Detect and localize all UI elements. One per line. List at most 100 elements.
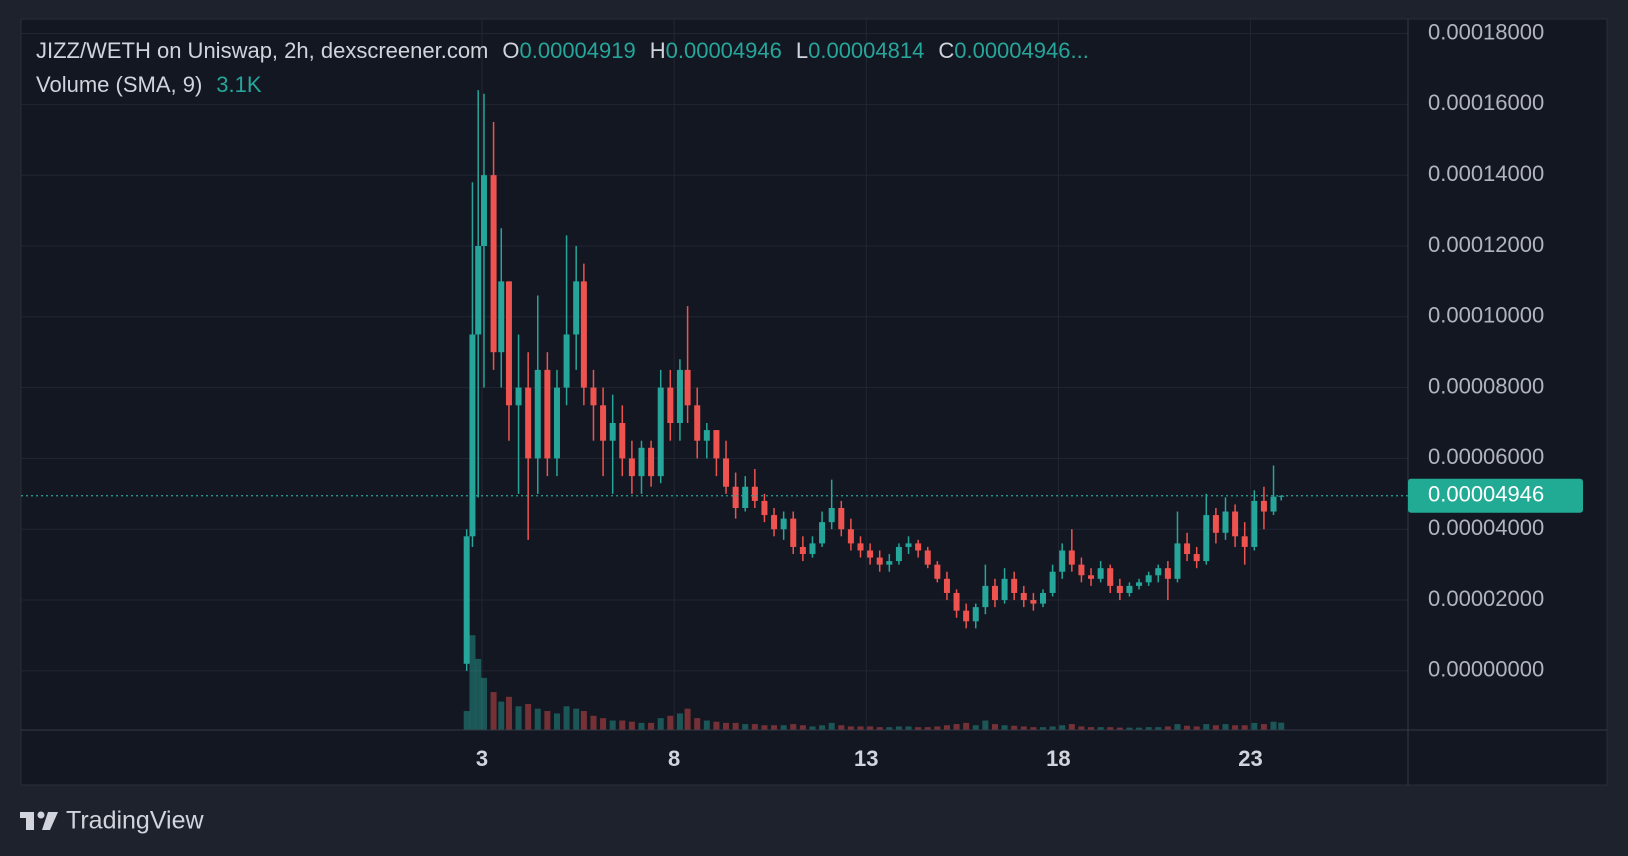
volume-bar [1193,726,1200,730]
volume-bar [1126,727,1133,730]
candle-body [771,515,778,530]
candle-body [953,592,960,611]
candle-body [553,387,560,459]
y-tick-label: 0.00008000 [1428,373,1544,398]
candle-body [1116,585,1123,593]
candle-body [515,387,522,406]
candle-body [1088,575,1095,579]
y-tick-label: 0.00000000 [1428,657,1544,682]
tradingview-logo: TradingView [20,807,205,835]
candle-body [1251,500,1258,547]
last-price-label: 0.00004946 [1428,482,1544,507]
y-tick-label: 0.00012000 [1428,232,1544,257]
ohlc-label: L [796,38,808,63]
volume-bar [1020,726,1027,730]
candle-body [809,543,816,555]
candle-body [676,369,683,424]
candle-body [1232,511,1239,537]
y-tick-label: 0.00006000 [1428,444,1544,469]
volume-bar [525,703,532,730]
candle-body [628,458,635,477]
x-tick-label: 13 [854,746,878,771]
ohlc-label: C [938,38,954,63]
candle-body [667,387,674,424]
candle-body [648,447,655,477]
volume-bar [600,718,607,730]
volume-bar [619,720,626,730]
volume-legend: Volume (SMA, 9) 3.1K [36,72,262,97]
candle-body [915,543,922,551]
volume-bar [857,726,864,730]
candle-body [1174,543,1181,579]
brand-name: TradingView [66,807,205,835]
logo-slash [42,812,58,830]
volume-bar [544,711,551,730]
candle-body [1164,568,1171,579]
volume-bar [934,726,941,730]
candle-body [1193,554,1200,562]
volume-bar [1136,727,1143,730]
candle-body [751,486,758,501]
candle-body [475,245,482,335]
last-price-badge [1408,478,1583,513]
candle-body [703,430,710,441]
candle-body [790,518,797,547]
volume-bar [1155,727,1162,730]
volume-bar [780,725,787,730]
volume-bar [480,677,487,730]
volume-bar [867,726,874,730]
candle-body [1068,550,1075,565]
volume-bar [847,726,854,730]
volume-bar [915,727,922,730]
candle-body [1270,496,1277,512]
volume-bar [703,720,710,730]
candles [463,90,1285,671]
candle-body [1059,550,1066,572]
volume-bar [1116,727,1123,730]
candle-body [838,507,845,530]
volume-legend-value: 3.1K [216,72,262,97]
volume-bar [1059,725,1066,730]
candle-body [1212,515,1219,533]
volume-bar [1164,726,1171,730]
volume-bar [886,727,893,730]
candle-body [828,507,835,523]
candle-body [732,486,739,508]
grid [21,19,1408,730]
volume-bar [1088,727,1095,730]
candle-body [638,447,645,477]
volume-bar [648,722,655,730]
volume-bars [463,635,1285,730]
volume-bar [1251,722,1258,730]
x-tick-label: 23 [1238,746,1262,771]
volume-bar [713,721,720,730]
y-tick-label: 0.00004000 [1428,515,1544,540]
candle-body [1155,568,1162,576]
volume-bar [1241,725,1248,730]
volume-bar [1278,722,1285,730]
candle-body [1097,568,1104,579]
volume-bar [732,722,739,730]
volume-bar [943,725,950,730]
candle-body [469,334,476,537]
logo-stem [26,812,34,830]
volume-bar [1184,725,1191,730]
candle-body [847,529,854,544]
volume-bar [463,711,470,730]
volume-bar [638,722,645,730]
volume-bar [828,722,835,730]
ohlc-label: H [650,38,666,63]
candle-body [742,486,749,508]
volume-bar [799,725,806,730]
candle-body [991,585,998,601]
volume-bar [684,708,691,730]
volume-bar [761,725,768,730]
volume-bar [580,711,587,730]
y-tick-label: 0.00018000 [1428,19,1544,44]
x-tick-label: 18 [1046,746,1070,771]
x-tick-label: 8 [668,746,680,771]
volume-bar [924,727,931,730]
candle-body [723,458,730,487]
candle-body [657,387,664,477]
